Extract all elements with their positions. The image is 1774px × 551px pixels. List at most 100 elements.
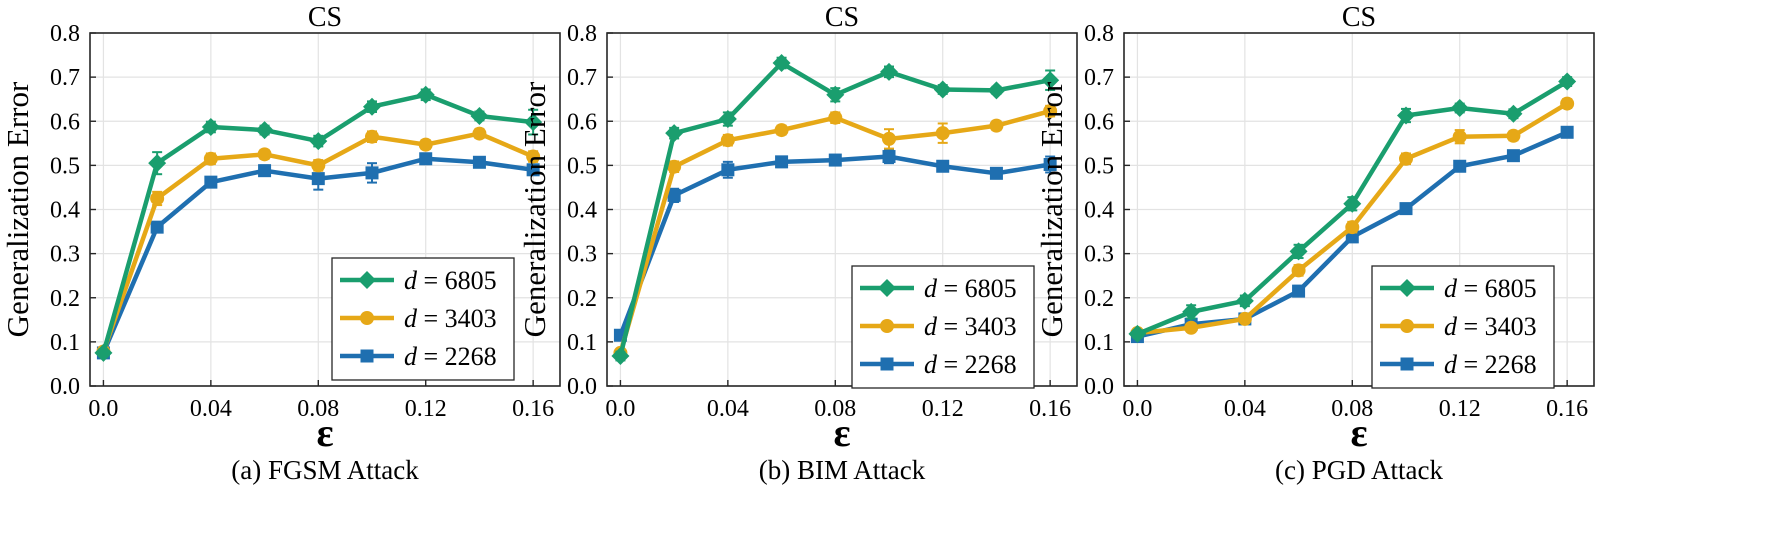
data-point — [472, 155, 486, 169]
legend-item: d = 2268 — [860, 350, 1017, 379]
chart-title: CS — [825, 2, 859, 33]
y-tick-label: 0.1 — [50, 330, 80, 356]
data-point — [721, 163, 735, 177]
panel-caption: (b) BIM Attack — [759, 455, 926, 485]
data-point — [1399, 151, 1413, 166]
data-point — [665, 124, 684, 143]
data-point — [1289, 242, 1308, 261]
data-point — [882, 131, 896, 146]
data-point — [987, 81, 1006, 100]
data-point — [1397, 106, 1415, 125]
data-point — [989, 118, 1004, 133]
legend: d = 6805 d = 3403 d = 2268 — [331, 257, 515, 381]
legend-item: d = 6805 — [340, 266, 497, 295]
legend-marker — [358, 271, 376, 289]
data-point — [1558, 72, 1577, 91]
y-tick-label: 0.7 — [567, 65, 597, 91]
y-tick-label: 0.2 — [1084, 286, 1114, 312]
data-point — [775, 155, 789, 169]
y-tick-label: 0.5 — [50, 153, 80, 179]
x-tick-label: 0.04 — [707, 396, 749, 422]
x-tick-label: 0.16 — [1029, 396, 1071, 422]
y-tick-label: 0.5 — [567, 153, 597, 179]
data-point — [989, 166, 1003, 180]
x-tick-label: 0.04 — [190, 396, 232, 422]
data-point — [1041, 71, 1060, 90]
y-tick-label: 0.8 — [1084, 21, 1114, 47]
x-tick-label: 0.0 — [88, 396, 118, 422]
series-2 — [96, 152, 540, 360]
data-point — [667, 188, 681, 202]
data-point — [365, 129, 379, 144]
data-point — [772, 54, 791, 73]
data-point — [255, 121, 274, 140]
legend-marker — [360, 311, 374, 325]
y-tick-label: 0.8 — [567, 21, 597, 47]
data-point — [150, 220, 164, 234]
data-point — [611, 346, 630, 365]
legend-item: d = 2268 — [340, 342, 497, 371]
data-point — [936, 159, 950, 173]
x-tick-label: 0.08 — [814, 396, 856, 422]
data-point — [1506, 128, 1521, 143]
y-tick-label: 0.6 — [567, 109, 597, 135]
y-tick-label: 0.3 — [1084, 242, 1114, 268]
data-point — [882, 150, 896, 164]
data-point — [1128, 324, 1147, 343]
data-point — [720, 133, 735, 148]
data-point — [880, 62, 898, 81]
x-axis-label: ε — [833, 410, 850, 455]
y-tick-label: 0.5 — [1084, 153, 1114, 179]
data-point — [94, 343, 113, 362]
panel-pgd: CS Generalization Error ε (c) PGD Attack… — [1034, 2, 1595, 485]
data-point — [1452, 129, 1467, 144]
data-point — [1237, 311, 1252, 326]
legend-label: d = 2268 — [924, 350, 1017, 379]
legend-marker — [1398, 279, 1416, 297]
panel-caption: (a) FGSM Attack — [231, 455, 419, 485]
data-point — [526, 163, 540, 177]
y-tick-label: 0.0 — [1084, 374, 1114, 400]
y-tick-label: 0.6 — [1084, 109, 1114, 135]
data-point — [1560, 125, 1574, 139]
data-point — [826, 85, 845, 104]
x-tick-label: 0.12 — [1439, 396, 1481, 422]
data-point — [1291, 263, 1306, 278]
legend-label: d = 3403 — [1444, 312, 1537, 341]
legend: d = 6805 d = 3403 d = 2268 — [851, 265, 1035, 389]
legend-item: d = 3403 — [340, 304, 497, 333]
y-tick-label: 0.1 — [567, 330, 597, 356]
data-point — [363, 97, 381, 116]
data-point — [201, 117, 220, 136]
legend-marker — [878, 279, 896, 297]
legend-marker — [360, 349, 374, 363]
y-tick-label: 0.7 — [50, 65, 80, 91]
x-tick-label: 0.0 — [605, 396, 635, 422]
legend-label: d = 6805 — [924, 274, 1017, 303]
x-tick-label: 0.04 — [1224, 396, 1266, 422]
y-axis-label: Generalization Error — [1034, 81, 1069, 337]
series-0 — [94, 85, 543, 362]
y-tick-label: 0.0 — [50, 374, 80, 400]
data-point — [1345, 230, 1359, 244]
data-point — [1450, 99, 1469, 118]
data-point — [1506, 149, 1520, 163]
data-point — [309, 132, 328, 151]
data-point — [1182, 302, 1201, 321]
data-point — [526, 149, 541, 164]
x-tick-label: 0.08 — [1331, 396, 1373, 422]
panel-bim: CS Generalization Error ε (b) BIM Attack… — [517, 2, 1078, 485]
data-point — [472, 126, 487, 141]
legend-label: d = 3403 — [404, 304, 497, 333]
data-point — [828, 110, 843, 125]
data-point — [1292, 284, 1306, 298]
y-tick-label: 0.6 — [50, 109, 80, 135]
data-point — [1345, 220, 1360, 235]
data-point — [1560, 96, 1575, 111]
data-point — [203, 151, 218, 166]
legend-item: d = 2268 — [1380, 350, 1537, 379]
data-point — [1043, 157, 1057, 171]
legend-marker — [880, 319, 894, 333]
data-point — [1235, 291, 1254, 310]
